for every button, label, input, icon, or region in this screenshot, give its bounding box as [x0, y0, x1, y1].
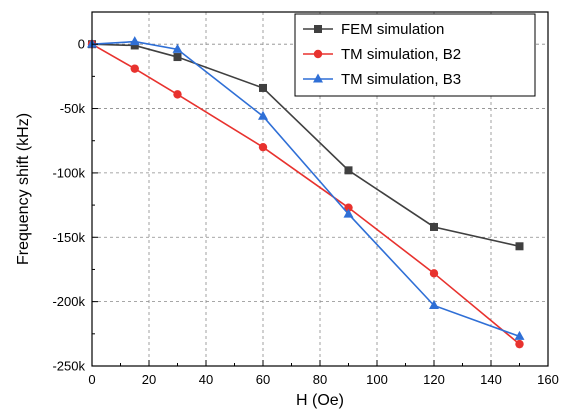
data-point: [130, 41, 139, 50]
x-tick-label: 40: [199, 372, 213, 387]
data-point: [130, 64, 139, 73]
data-point: [344, 166, 353, 175]
data-point: [258, 110, 268, 120]
x-tick-label: 20: [142, 372, 156, 387]
legend-box: [294, 13, 536, 97]
data-point: [129, 36, 140, 46]
data-point: [173, 90, 182, 99]
x-tick-label: 100: [366, 372, 388, 387]
legend: FEM simulation TM simulation, B2 TM simula…: [294, 13, 536, 97]
legend-marker: [313, 73, 323, 83]
y-axis-title: Frequency shift (kHz): [15, 113, 32, 265]
y-tick-label: 0: [78, 37, 85, 52]
y-tick-label: -200k: [52, 294, 85, 309]
data-point: [515, 339, 524, 349]
x-tick-label: 120: [423, 372, 445, 387]
x-axis-title: H (Oe): [296, 392, 344, 409]
data-point: [172, 43, 183, 53]
legend-marker: [314, 25, 322, 33]
data-point: [344, 203, 353, 212]
data-point: [514, 330, 525, 340]
x-tick-label: 80: [313, 372, 327, 387]
data-point: [515, 242, 524, 251]
y-tick-label: -100k: [52, 165, 85, 180]
legend-entry-label: FEM simulation: [341, 21, 444, 38]
axis-tick-labels: 0 20 40 60 80 100 120 140 160 0 -50k -100k -150k -200…: [52, 37, 558, 387]
data-point: [429, 299, 439, 309]
y-tick-label: -250k: [52, 359, 85, 374]
series-3: [87, 36, 525, 340]
x-tick-label: 160: [537, 372, 559, 387]
data-point: [429, 269, 439, 278]
data-point: [258, 142, 268, 152]
x-tick-label: 0: [88, 372, 95, 387]
legend-marker: [313, 49, 323, 59]
legend-entry-label: TM simulation, B2: [341, 46, 461, 63]
legend-entry-label: TM simulation, B3: [341, 71, 461, 88]
data-point: [430, 222, 438, 231]
data-point: [343, 208, 354, 218]
x-tick-label: 60: [256, 372, 270, 387]
x-tick-label: 140: [480, 372, 502, 387]
axis-ticks: [91, 43, 549, 367]
data-point: [259, 83, 267, 92]
y-tick-label: -150k: [52, 230, 85, 245]
data-point: [173, 53, 182, 62]
y-tick-label: -50k: [60, 101, 86, 116]
